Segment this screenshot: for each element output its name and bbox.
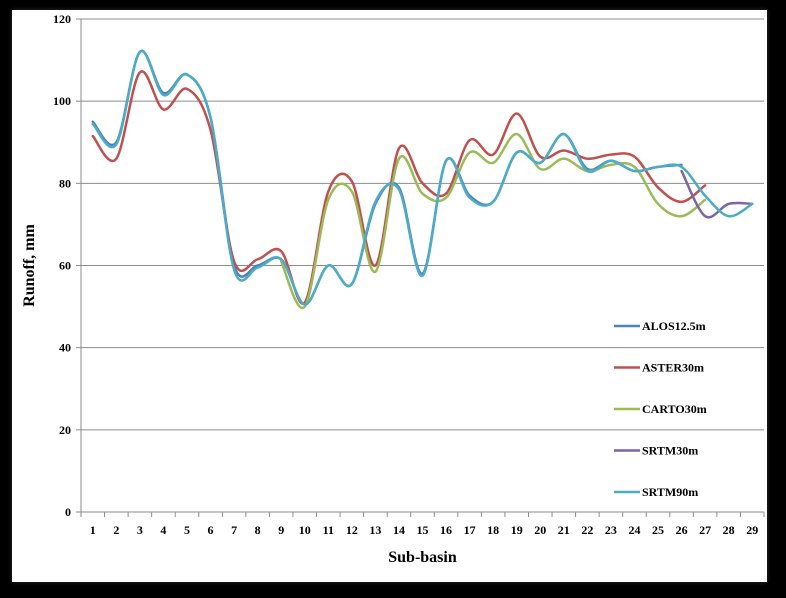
x-tick-label: 25	[652, 523, 664, 537]
x-tick-label: 7	[231, 523, 237, 537]
y-tick-label: 0	[65, 505, 71, 519]
legend-label: SRTM90m	[642, 485, 698, 499]
x-axis-title: Sub-basin	[388, 549, 457, 566]
y-tick-labels: 0 20 40 60 80 100 120	[53, 12, 71, 519]
x-tick-label: 21	[558, 523, 570, 537]
legend-label: ASTER30m	[642, 361, 704, 375]
series-line-srtm30m	[680, 169, 754, 219]
x-tick-label: 5	[184, 523, 190, 537]
y-tick-label: 100	[53, 94, 71, 108]
gridlines	[76, 18, 764, 513]
x-tick-label: 15	[417, 523, 429, 537]
x-tick-label: 19	[511, 523, 523, 537]
x-tick-label: 20	[534, 523, 546, 537]
legend: ALOS12.5m ASTER30m CARTO30m SRTM30m SRTM90m	[614, 319, 707, 499]
x-tick-label: 22	[581, 523, 593, 537]
x-tick-label: 24	[628, 523, 640, 537]
x-tick-label: 14	[393, 523, 405, 537]
y-tick-label: 20	[59, 423, 71, 437]
series-line-alos12-5m	[91, 49, 683, 306]
legend-label: ALOS12.5m	[642, 319, 706, 333]
x-tick-label: 28	[723, 523, 735, 537]
x-tick-label: 13	[369, 523, 381, 537]
series-lines	[91, 49, 754, 310]
legend-label: CARTO30m	[642, 402, 707, 416]
x-tick-label: 4	[160, 523, 166, 537]
x-tick-label: 16	[440, 523, 452, 537]
x-tick-label: 23	[605, 523, 617, 537]
x-tick-label: 9	[278, 523, 284, 537]
y-tick-label: 40	[59, 341, 71, 355]
x-tick-label: 11	[323, 523, 334, 537]
x-tick-label: 6	[208, 523, 214, 537]
x-tick-label: 17	[464, 523, 476, 537]
chart-frame: 0 20 40 60 80 100 120 1 2 3 4 5 6 7 8 9 10 11 12 13 14 15 16 1…	[12, 10, 767, 582]
series-line-carto30m	[279, 132, 707, 310]
x-tick-labels: 1 2 3 4 5 6 7 8 9 10 11 12 13 14 15 16 17 18 19 20 21 22 23 24 2…	[90, 523, 758, 537]
y-axis-title: Runoff, mm	[21, 224, 38, 307]
x-tick-label: 18	[487, 523, 499, 537]
y-tick-label: 80	[59, 176, 71, 190]
x-tick-label: 1	[90, 523, 96, 537]
x-tick-label: 26	[676, 523, 688, 537]
x-tick-label: 29	[746, 523, 758, 537]
x-tick-label: 10	[299, 523, 311, 537]
x-tick-label: 3	[137, 523, 143, 537]
x-tick-label: 27	[699, 523, 711, 537]
axes	[80, 19, 765, 517]
x-tick-label: 2	[113, 523, 119, 537]
y-tick-label: 60	[59, 259, 71, 273]
x-tick-label: 8	[255, 523, 261, 537]
series-line-srtm90m	[91, 49, 754, 306]
legend-label: SRTM30m	[642, 444, 698, 458]
y-tick-label: 120	[53, 12, 71, 26]
x-tick-label: 12	[346, 523, 358, 537]
